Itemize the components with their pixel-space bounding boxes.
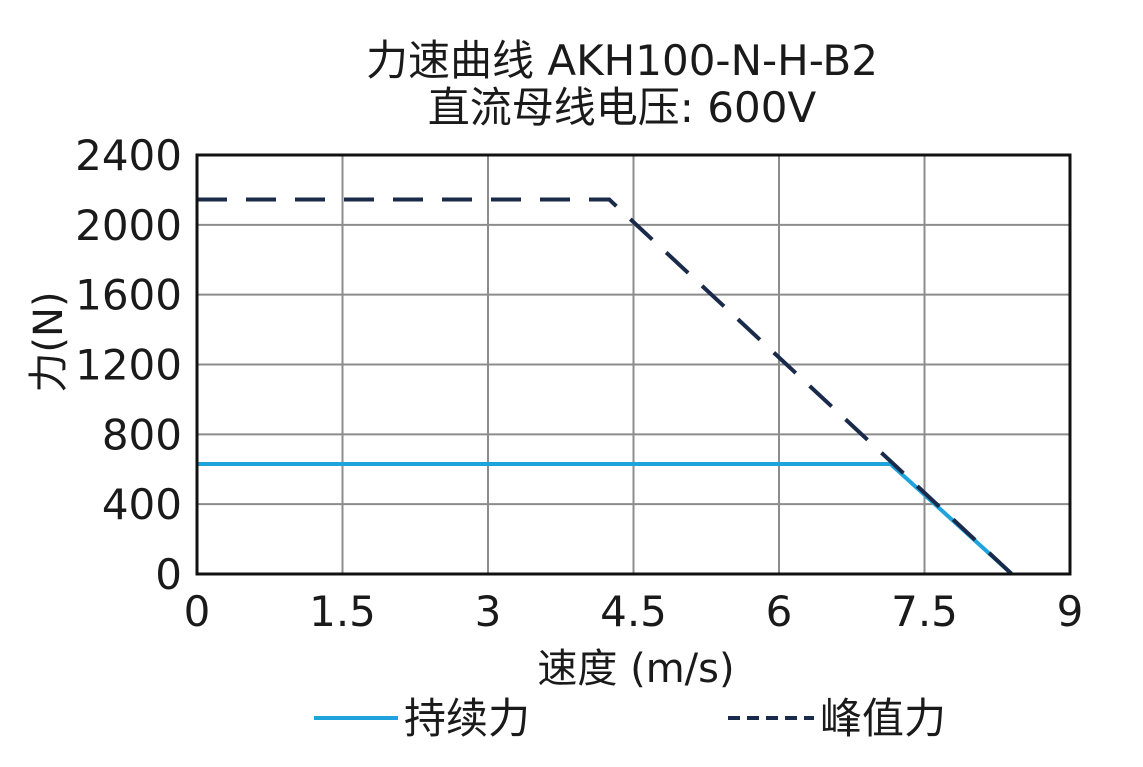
x-tick-label: 3	[475, 587, 502, 636]
y-tick-label: 0	[155, 550, 182, 599]
legend: 持续力 峰值力	[314, 694, 946, 743]
y-tick-label: 1600	[75, 271, 182, 320]
legend-peak-force-label: 峰值力	[820, 694, 946, 743]
x-tick-label: 0	[184, 587, 211, 636]
legend-continuous-force-label: 持续力	[404, 694, 530, 743]
x-tick-label: 1.5	[309, 587, 376, 636]
series-peak-force-line	[197, 197, 1014, 576]
y-tick-label: 2000	[75, 201, 182, 250]
plot-area: 0 1.5 3 4.5 6 7.5 9 0 400 800 1200 1600 2000 2400	[75, 131, 1083, 636]
y-tick-label: 1200	[75, 341, 182, 390]
chart-subtitle: 直流母线电压: 600V	[428, 83, 817, 132]
chart-title: 力速曲线 AKH100-N-H-B2	[366, 36, 878, 85]
series-continuous-force-line	[197, 462, 1014, 576]
x-tick-label: 6	[766, 587, 793, 636]
x-tick-label: 4.5	[600, 587, 667, 636]
x-tick-label: 9	[1057, 587, 1084, 636]
y-tick-label: 2400	[75, 131, 182, 180]
plot-frame	[195, 153, 1072, 576]
y-tick-label: 800	[102, 410, 182, 459]
y-tick-label: 400	[102, 480, 182, 529]
x-tick-label: 7.5	[891, 587, 958, 636]
x-axis-label: 速度 (m/s)	[537, 646, 734, 692]
y-axis-label: 力(N)	[26, 291, 72, 392]
